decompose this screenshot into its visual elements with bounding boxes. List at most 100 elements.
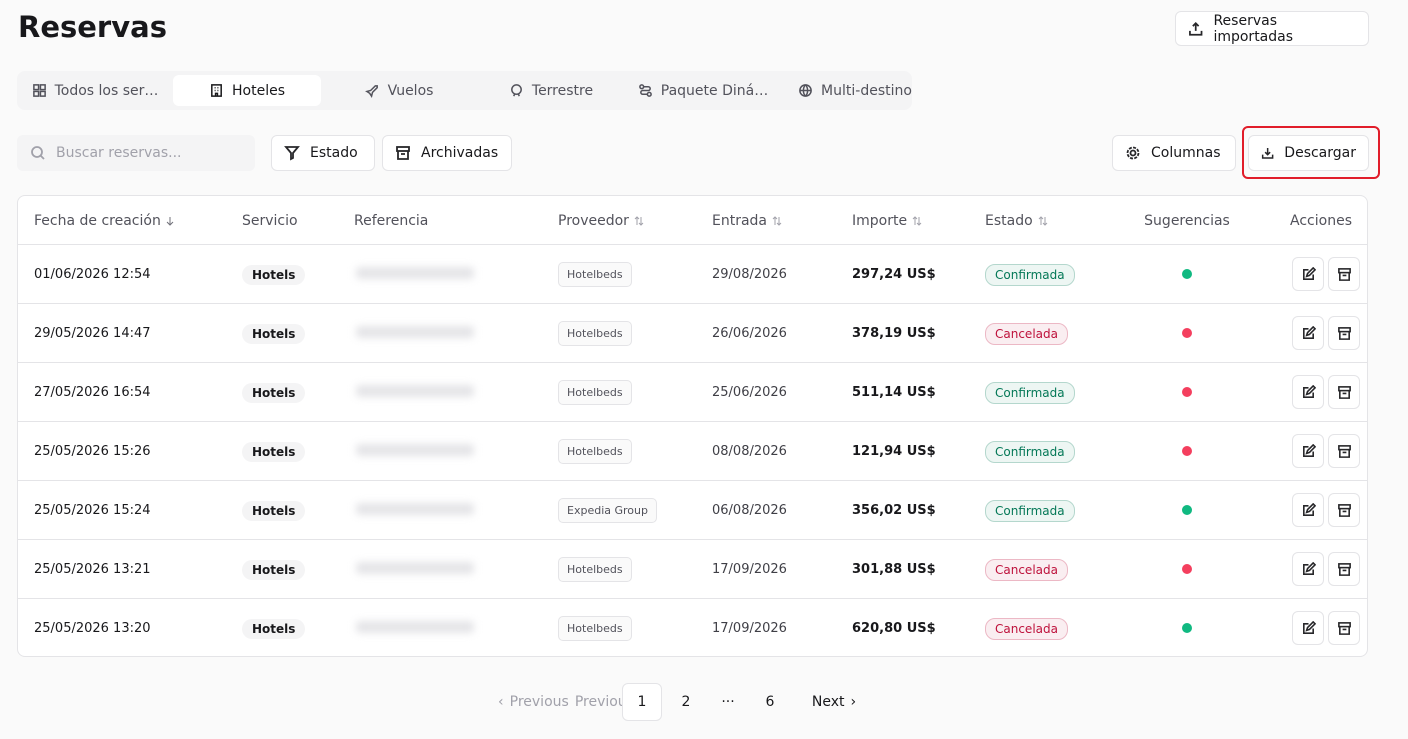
check-in-date: 17/09/2026 (712, 562, 787, 577)
edit-button[interactable] (1292, 257, 1324, 291)
suggestion-dot (1182, 505, 1192, 515)
sort-icon (165, 215, 175, 227)
reference-blurred (356, 326, 474, 338)
status-cell: Cancelada (985, 599, 1068, 656)
amount: 356,02 US$ (852, 503, 936, 518)
sort-icon (1037, 215, 1049, 227)
tab[interactable]: Todos los ser… (21, 75, 169, 106)
suggestion-dot (1182, 387, 1192, 397)
suggestion-dot (1182, 564, 1192, 574)
table-row: 25/05/2026 15:26 Hotels Hotelbeds 08/08/202… (18, 421, 1367, 481)
page-title: Reservas (18, 10, 167, 44)
column-header: Referencia (354, 196, 428, 245)
suggestion-dot (1182, 623, 1192, 633)
service-cell: Hotels (242, 540, 306, 599)
columns-button[interactable]: Columnas (1112, 135, 1236, 171)
column-header[interactable]: Importe (852, 196, 923, 245)
column-header[interactable]: Estado (985, 196, 1049, 245)
column-header[interactable]: Entrada (712, 196, 783, 245)
edit-button[interactable] (1292, 552, 1324, 586)
column-header: Servicio (242, 196, 298, 245)
tab[interactable]: Multi-destino (781, 75, 929, 106)
provider-badge: Hotelbeds (558, 439, 632, 464)
provider-badge: Hotelbeds (558, 262, 632, 287)
status-cell: Confirmada (985, 363, 1075, 422)
service-badge: Hotels (242, 264, 306, 285)
reference-blurred (356, 621, 474, 633)
tab-label: Paquete Diná… (660, 82, 769, 99)
tab[interactable]: Paquete Diná… (629, 75, 777, 106)
tab[interactable]: Hoteles (173, 75, 321, 106)
tab-label: Terrestre (531, 82, 594, 99)
check-in-date: 26/06/2026 (712, 326, 787, 341)
suggestion-dot (1182, 269, 1192, 279)
archive-button[interactable] (1328, 257, 1360, 291)
button-label: Columnas (1151, 145, 1221, 161)
status-badge: Confirmada (985, 263, 1075, 286)
header-label: Estado (985, 212, 1033, 229)
edit-button[interactable] (1292, 434, 1324, 468)
button-label: Reservas importadas (1213, 12, 1294, 45)
search-input[interactable]: Buscar reservas... (17, 135, 255, 171)
check-in-date: 08/08/2026 (712, 444, 787, 459)
suggestion-dot (1182, 328, 1192, 338)
button-label: Estado (310, 145, 358, 161)
provider-cell: Hotelbeds (558, 245, 632, 304)
check-in-date: 25/06/2026 (712, 385, 787, 400)
next-label: Next (811, 694, 845, 710)
archive-button[interactable] (1328, 493, 1360, 527)
service-cell: Hotels (242, 599, 306, 656)
tab[interactable]: Vuelos (325, 75, 473, 106)
archive-button[interactable] (1328, 611, 1360, 645)
service-badge: Hotels (242, 618, 306, 639)
edit-button[interactable] (1292, 375, 1324, 409)
amount: 378,19 US$ (852, 326, 936, 341)
archive-button[interactable] (1328, 316, 1360, 350)
page-button[interactable]: 1 (622, 683, 662, 721)
download-button[interactable]: Descargar (1248, 135, 1369, 171)
status-cell: Confirmada (985, 245, 1075, 304)
check-in-date: 29/08/2026 (712, 267, 787, 282)
tab-label: Vuelos (387, 82, 434, 99)
archive-button[interactable] (1328, 375, 1360, 409)
service-badge: Hotels (242, 382, 306, 403)
import-button[interactable]: Reservas importadas (1175, 11, 1369, 46)
created-date: 25/05/2026 13:21 (34, 562, 151, 577)
column-header[interactable]: Fecha de creación (34, 196, 175, 245)
service-cell: Hotels (242, 363, 306, 422)
created-date: 27/05/2026 16:54 (34, 385, 151, 400)
filter-button[interactable]: Estado (271, 135, 375, 171)
edit-button[interactable] (1292, 493, 1324, 527)
provider-cell: Hotelbeds (558, 540, 632, 599)
service-cell: Hotels (242, 245, 306, 304)
tab-label: Hoteles (232, 82, 285, 99)
page-button[interactable]: 6 (765, 694, 775, 710)
highlight-box (1242, 126, 1380, 179)
service-badge: Hotels (242, 441, 306, 462)
tab-label: Multi-destino (821, 82, 912, 99)
amount: 511,14 US$ (852, 385, 936, 400)
table-row: 29/05/2026 14:47 Hotels Hotelbeds 26/06/202… (18, 303, 1367, 363)
sort-icon (771, 215, 783, 227)
archive-button[interactable] (1328, 434, 1360, 468)
page-button[interactable]: ··· (721, 694, 735, 710)
status-badge: Confirmada (985, 440, 1075, 463)
column-header: Acciones (1290, 196, 1352, 245)
edit-button[interactable] (1292, 611, 1324, 645)
status-badge: Cancelada (985, 322, 1068, 345)
status-badge: Cancelada (985, 558, 1068, 581)
previous-label: Previous (509, 694, 569, 710)
provider-cell: Hotelbeds (558, 304, 632, 363)
archive-button[interactable]: Archivadas (382, 135, 512, 171)
amount: 297,24 US$ (852, 267, 936, 282)
archive-button[interactable] (1328, 552, 1360, 586)
previous-button[interactable]: ‹ Previous Previous (498, 694, 634, 710)
provider-badge: Hotelbeds (558, 380, 632, 405)
tab[interactable]: Terrestre (477, 75, 625, 106)
column-header[interactable]: Proveedor (558, 196, 645, 245)
page-button[interactable]: 2 (681, 694, 691, 710)
edit-button[interactable] (1292, 316, 1324, 350)
status-badge: Confirmada (985, 499, 1075, 522)
created-date: 29/05/2026 14:47 (34, 326, 151, 341)
next-button[interactable]: Next › (806, 683, 862, 721)
